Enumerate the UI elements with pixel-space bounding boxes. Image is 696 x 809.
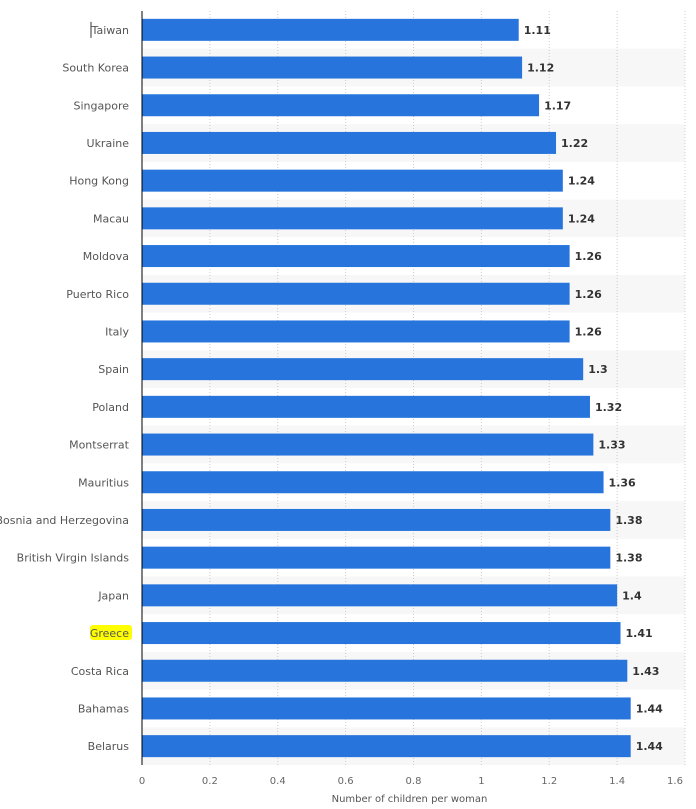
bar — [142, 131, 557, 154]
data-label: 1.32 — [595, 401, 622, 414]
bar — [142, 471, 604, 494]
x-tick-label: 0.8 — [406, 776, 422, 787]
x-tick-label: 1 — [478, 776, 484, 787]
category-label: Bahamas — [78, 702, 129, 715]
data-label: 1.26 — [575, 325, 602, 338]
category-label: Spain — [98, 363, 129, 376]
bar — [142, 584, 618, 607]
category-label: Japan — [97, 589, 129, 602]
bar — [142, 94, 540, 117]
data-label: 1.38 — [615, 552, 642, 565]
highlight-marker — [90, 625, 132, 641]
x-tick-label: 0.4 — [270, 776, 286, 787]
data-label: 1.44 — [636, 740, 663, 753]
category-label: Bosnia and Herzegovina — [0, 514, 129, 527]
data-label: 1.4 — [622, 589, 642, 602]
category-label: Costa Rica — [71, 665, 129, 678]
data-label: 1.44 — [636, 702, 663, 715]
bar — [142, 320, 570, 343]
x-tick-label: 0.2 — [202, 776, 218, 787]
x-axis-title: Number of children per woman — [332, 794, 488, 805]
bar — [142, 622, 621, 645]
category-label: Macau — [93, 212, 129, 225]
category-label: Ukraine — [87, 137, 130, 150]
bar — [142, 433, 594, 456]
bar — [142, 508, 611, 531]
data-label: 1.24 — [568, 212, 595, 225]
data-label: 1.26 — [575, 250, 602, 263]
data-label: 1.41 — [626, 627, 653, 640]
bar — [142, 546, 611, 569]
data-label: 1.3 — [588, 363, 608, 376]
category-label: Puerto Rico — [66, 288, 129, 301]
data-label: 1.38 — [615, 514, 642, 527]
data-label: 1.26 — [575, 288, 602, 301]
data-label: 1.33 — [598, 439, 625, 452]
bar — [142, 245, 570, 268]
bar — [142, 56, 523, 79]
category-label: Greece — [90, 627, 129, 640]
bar — [142, 18, 519, 41]
bar — [142, 207, 563, 230]
data-label: 1.12 — [527, 62, 554, 75]
x-tick-label: 1.2 — [541, 776, 557, 787]
category-label: South Korea — [62, 62, 129, 75]
bar — [142, 697, 631, 720]
x-tick-label: 1.6 — [667, 776, 683, 787]
bar — [142, 358, 584, 381]
bar — [142, 735, 631, 758]
category-label: Montserrat — [69, 439, 130, 452]
data-label: 1.11 — [524, 24, 551, 37]
category-label: Belarus — [88, 740, 130, 753]
data-label: 1.43 — [632, 665, 659, 678]
category-label: Hong Kong — [69, 175, 129, 188]
data-label: 1.36 — [609, 476, 636, 489]
category-label: British Virgin Islands — [17, 552, 130, 565]
bar — [142, 395, 590, 418]
x-tick-label: 0.6 — [338, 776, 354, 787]
x-tick-label: 0 — [139, 776, 145, 787]
data-label: 1.17 — [544, 99, 571, 112]
data-label: 1.22 — [561, 137, 588, 150]
bar — [142, 659, 628, 682]
category-label: Taiwan — [91, 24, 129, 37]
bar — [142, 282, 570, 305]
x-tick-label: 1.4 — [609, 776, 625, 787]
category-label: Poland — [92, 401, 129, 414]
data-label: 1.24 — [568, 175, 595, 188]
category-label: Mauritius — [78, 476, 129, 489]
bar — [142, 169, 563, 192]
category-label: Moldova — [83, 250, 129, 263]
category-label: Italy — [105, 325, 129, 338]
category-label: Singapore — [74, 99, 130, 112]
